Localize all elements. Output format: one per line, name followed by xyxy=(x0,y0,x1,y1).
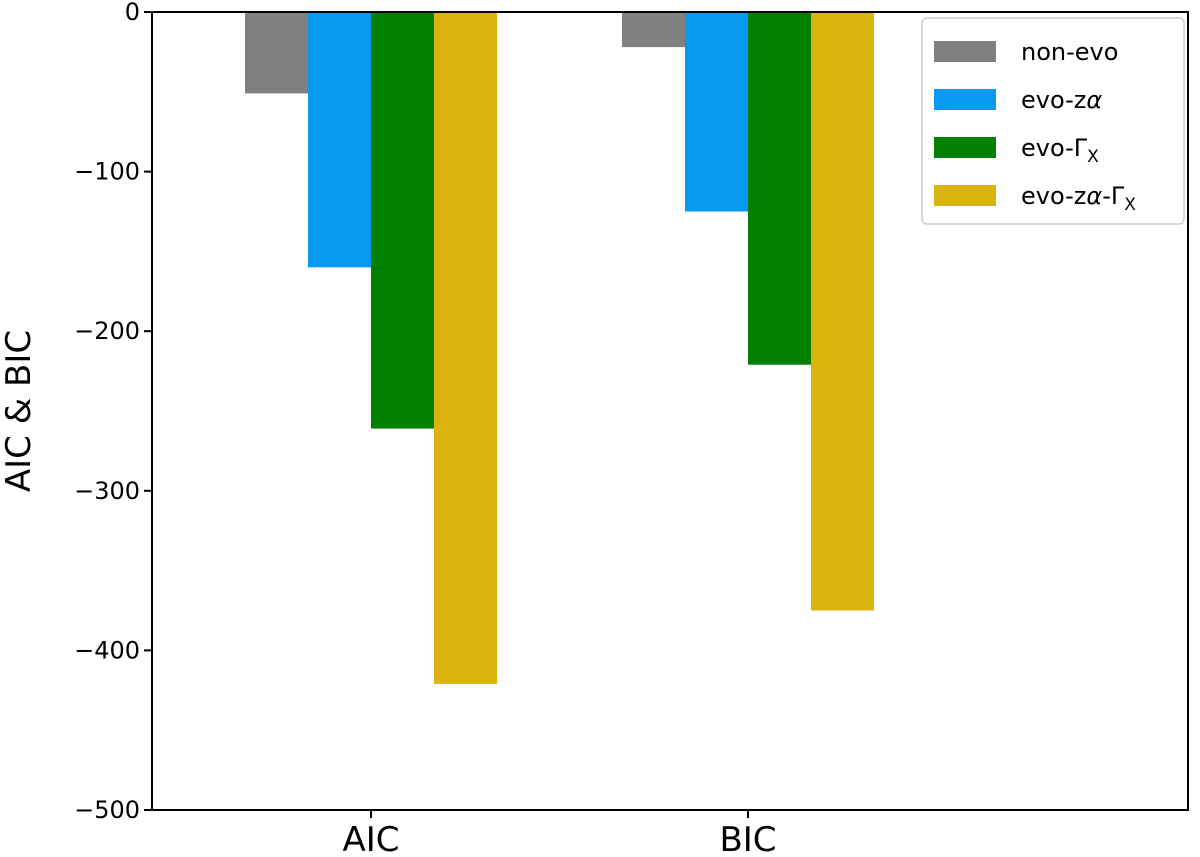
legend-swatch-evo-za xyxy=(934,89,996,110)
y-tick-label: 0 xyxy=(125,0,140,26)
legend-swatch-non-evo xyxy=(934,41,996,62)
legend-label-evo-gamma-x: evo-ΓX xyxy=(1021,134,1099,167)
bar-non-evo-aic xyxy=(245,12,308,94)
bar-non-evo-bic xyxy=(622,12,685,48)
legend-entry-non-evo: non-evo xyxy=(934,38,1118,66)
legend: non-evo evo-zα evo-ΓX evo-zα-ΓX xyxy=(921,17,1185,225)
bar-evo-za-aic xyxy=(308,12,371,268)
x-category-label-aic: AIC xyxy=(342,820,399,857)
y-tick-label: −100 xyxy=(74,158,140,186)
bar-evo-x-aic xyxy=(371,12,434,429)
legend-label-evo-za-gamma-x: evo-zα-ΓX xyxy=(1021,182,1136,215)
y-axis: 0 −100 −200 −300 −400 −500 xyxy=(74,0,152,824)
legend-entry-evo-za: evo-zα xyxy=(934,86,1102,114)
x-category-label-bic: BIC xyxy=(719,820,776,857)
y-axis-title: AIC & BIC xyxy=(0,330,39,492)
y-tick-label: −400 xyxy=(74,636,140,664)
legend-swatch-evo-gamma-x xyxy=(934,137,996,158)
bar-evo-za-bic xyxy=(685,12,748,212)
bar-evo-za-x-bic xyxy=(811,12,874,611)
legend-entry-evo-gamma-x: evo-ΓX xyxy=(934,134,1099,167)
plot-frame xyxy=(151,11,1189,811)
legend-swatch-evo-za-gamma-x xyxy=(934,185,996,206)
y-tick-label: −200 xyxy=(74,317,140,345)
legend-label-non-evo: non-evo xyxy=(1021,38,1118,66)
bar-evo-za-x-aic xyxy=(434,12,497,684)
legend-entry-evo-za-gamma-x: evo-zα-ΓX xyxy=(934,182,1136,215)
y-tick-label: −300 xyxy=(74,477,140,505)
bars-layer xyxy=(245,12,874,684)
bar-evo-x-bic xyxy=(748,12,811,365)
y-tick-label: −500 xyxy=(74,796,140,824)
x-axis: AIC BIC xyxy=(342,810,777,857)
legend-frame xyxy=(921,17,1185,225)
legend-label-evo-za: evo-zα xyxy=(1021,86,1102,114)
